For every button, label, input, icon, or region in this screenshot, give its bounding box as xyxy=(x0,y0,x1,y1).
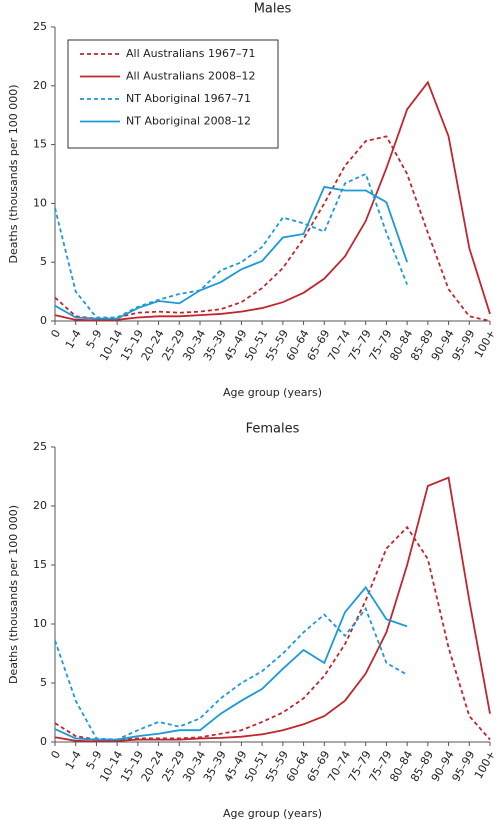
chart-title: Males xyxy=(254,2,292,17)
chart-title: Females xyxy=(246,422,300,437)
series-line xyxy=(54,525,491,741)
x-tick-label: 1–4 xyxy=(63,328,84,351)
series-line xyxy=(54,476,491,743)
series-line xyxy=(54,80,491,322)
x-tick-label: 0 xyxy=(48,749,63,762)
y-tick-label: 10 xyxy=(33,617,47,630)
y-tick-label: 25 xyxy=(33,440,47,453)
y-tick-label: 5 xyxy=(40,255,47,268)
y-tick-label: 15 xyxy=(33,558,47,571)
legend-label: NT Aboriginal 1967–71 xyxy=(126,92,251,105)
series-line xyxy=(54,185,408,320)
y-tick-label: 15 xyxy=(33,138,47,151)
x-axis-label: Age group (years) xyxy=(223,386,322,399)
y-tick-label: 10 xyxy=(33,196,47,209)
x-tick-label: 1–4 xyxy=(63,749,84,772)
y-axis-label: Deaths (thousands per 100 000) xyxy=(7,505,20,684)
legend-label: All Australians 1967–71 xyxy=(126,47,255,60)
x-tick-label: 0 xyxy=(48,328,63,341)
legend-box xyxy=(67,39,279,149)
y-tick-label: 20 xyxy=(33,499,47,512)
y-tick-label: 5 xyxy=(40,676,47,689)
y-tick-label: 20 xyxy=(33,79,47,92)
series-line xyxy=(54,135,491,322)
legend-label: All Australians 2008–12 xyxy=(126,70,255,83)
x-tick-label: 100+ xyxy=(472,749,498,782)
series-line xyxy=(54,606,408,741)
legend-label: NT Aboriginal 2008–12 xyxy=(126,115,251,128)
y-tick-label: 25 xyxy=(33,20,47,33)
series-line xyxy=(54,585,408,741)
series-line xyxy=(54,172,408,319)
y-tick-label: 0 xyxy=(40,314,47,327)
x-axis-label: Age group (years) xyxy=(223,807,322,820)
x-tick-label: 100+ xyxy=(472,328,498,361)
y-axis-label: Deaths (thousands per 100 000) xyxy=(7,85,20,264)
y-tick-label: 0 xyxy=(40,735,47,748)
